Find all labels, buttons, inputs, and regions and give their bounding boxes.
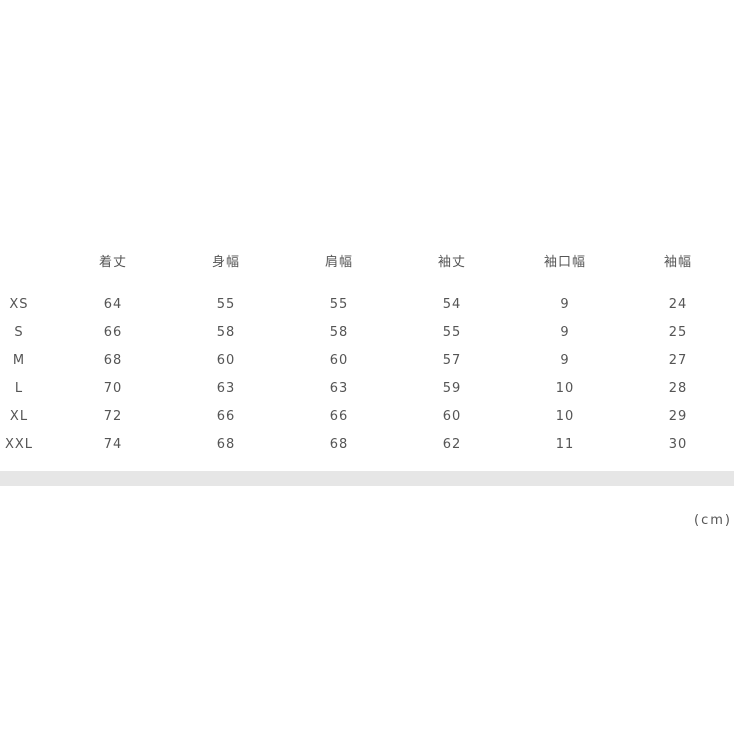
table-cell: 59 <box>442 381 462 396</box>
table-cell: 62 <box>442 437 462 452</box>
table-cell: 68 <box>216 437 236 452</box>
size-label: L <box>14 381 24 396</box>
table-cell: 54 <box>442 297 462 312</box>
column-header: 袖丈 <box>437 255 466 270</box>
table-cell: 57 <box>442 353 462 368</box>
column-header: 袖口幅 <box>543 255 586 270</box>
table-cell: 10 <box>555 409 575 424</box>
table-cell: 66 <box>216 409 236 424</box>
table-cell: 68 <box>103 353 123 368</box>
column-header: 着丈 <box>98 255 127 270</box>
table-cell: 70 <box>103 381 123 396</box>
table-cell: 72 <box>103 409 123 424</box>
table-cell: 58 <box>329 325 349 340</box>
table-cell: 60 <box>216 353 236 368</box>
unit-label: (cm) <box>694 513 732 528</box>
table-cell: 63 <box>329 381 349 396</box>
table-cell: 27 <box>668 353 688 368</box>
table-cell: 9 <box>560 353 570 368</box>
table-cell: 55 <box>442 325 462 340</box>
table-cell: 68 <box>329 437 349 452</box>
column-header: 袖幅 <box>663 255 692 270</box>
table-cell: 60 <box>442 409 462 424</box>
table-cell: 9 <box>560 325 570 340</box>
table-cell: 66 <box>329 409 349 424</box>
size-label: XXL <box>4 437 34 452</box>
table-cell: 28 <box>668 381 688 396</box>
table-cell: 29 <box>668 409 688 424</box>
column-header: 肩幅 <box>324 255 353 270</box>
size-label: XL <box>9 409 29 424</box>
table-cell: 24 <box>668 297 688 312</box>
table-cell: 9 <box>560 297 570 312</box>
table-cell: 74 <box>103 437 123 452</box>
size-label: M <box>12 353 26 368</box>
table-cell: 58 <box>216 325 236 340</box>
table-cell: 25 <box>668 325 688 340</box>
table-cell: 60 <box>329 353 349 368</box>
size-label: S <box>14 325 24 340</box>
table-cell: 11 <box>555 437 575 452</box>
size-label: XS <box>9 297 29 312</box>
table-cell: 64 <box>103 297 123 312</box>
divider-bar <box>0 471 734 486</box>
table-cell: 55 <box>329 297 349 312</box>
table-cell: 30 <box>668 437 688 452</box>
column-header: 身幅 <box>211 255 240 270</box>
table-cell: 10 <box>555 381 575 396</box>
table-cell: 63 <box>216 381 236 396</box>
table-cell: 66 <box>103 325 123 340</box>
table-cell: 55 <box>216 297 236 312</box>
